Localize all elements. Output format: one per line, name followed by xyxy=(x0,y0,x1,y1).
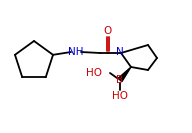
Text: HO: HO xyxy=(112,91,128,101)
Text: N: N xyxy=(116,47,124,57)
Text: B: B xyxy=(116,75,124,85)
Text: O: O xyxy=(104,26,112,36)
Polygon shape xyxy=(118,67,131,82)
Text: HO: HO xyxy=(86,68,102,78)
Text: NH: NH xyxy=(68,47,84,57)
